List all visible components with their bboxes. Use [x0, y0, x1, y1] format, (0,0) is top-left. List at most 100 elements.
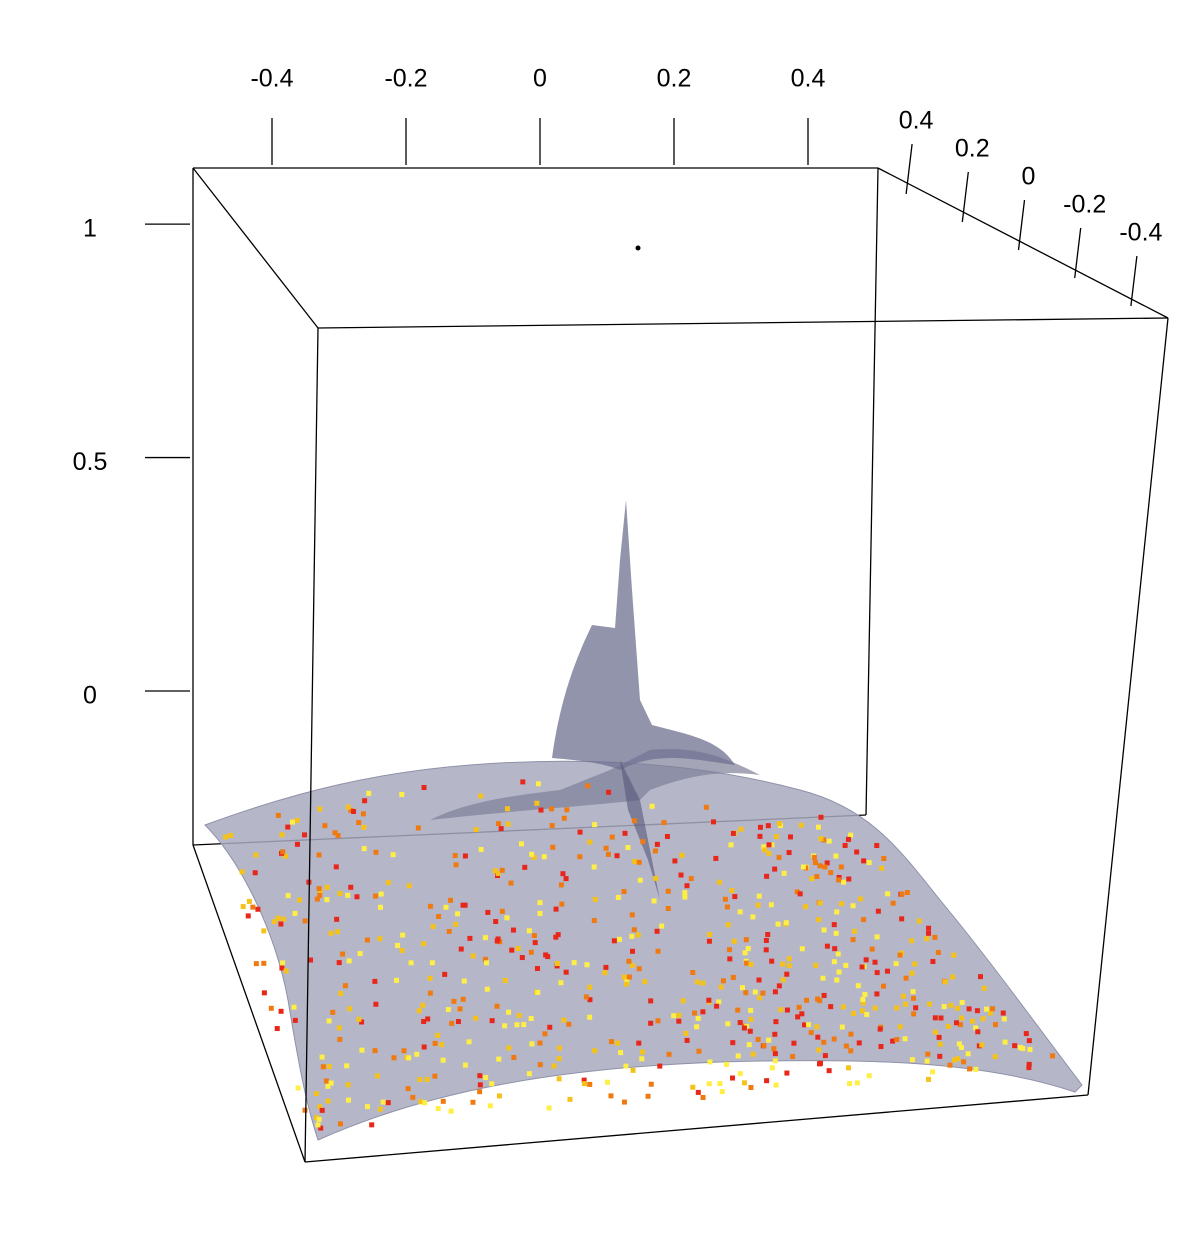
surface-point: [581, 1077, 587, 1083]
surface-point: [337, 1036, 343, 1042]
surface-point: [455, 911, 461, 917]
surface-point: [316, 886, 322, 892]
surface-point: [528, 949, 534, 955]
surface-point: [421, 785, 427, 791]
surface-point: [427, 990, 433, 996]
surface-point: [937, 1053, 943, 1059]
surface-point: [755, 1036, 761, 1042]
surface-point: [803, 904, 809, 910]
surface-point: [682, 890, 688, 896]
surface-point: [302, 832, 308, 838]
surface-point: [604, 1079, 610, 1085]
surface-point: [695, 1089, 701, 1095]
surface-point: [319, 1107, 325, 1113]
surface-point: [581, 1081, 587, 1087]
surface-point: [821, 992, 827, 998]
surface-point: [496, 1056, 502, 1062]
surface-point: [279, 965, 285, 971]
surface-point: [866, 1073, 872, 1079]
surface-point: [648, 1081, 654, 1087]
surface-point: [325, 1083, 331, 1089]
surface-point: [499, 867, 505, 873]
surface-point: [682, 894, 688, 900]
surface-point: [874, 991, 880, 997]
surface-point: [717, 1080, 723, 1086]
surface-point: [577, 854, 583, 860]
surface-point: [877, 1026, 883, 1032]
surface-point: [418, 1099, 424, 1105]
surface-point: [912, 961, 918, 967]
surface-point: [846, 1065, 852, 1071]
surface-point: [850, 903, 856, 909]
surface-point: [932, 934, 938, 940]
surface-point: [692, 1010, 698, 1016]
y-tick: [961, 171, 969, 223]
surface-point: [453, 862, 459, 868]
surface-point: [317, 1104, 323, 1110]
surface-point: [440, 1098, 446, 1104]
surface-point: [400, 932, 406, 938]
surface-point: [846, 1081, 852, 1087]
surface-point: [360, 811, 366, 817]
surface-point: [730, 830, 736, 836]
surface-point: [725, 922, 731, 928]
surface-point: [477, 1089, 483, 1095]
surface-point: [246, 898, 252, 904]
surface-point: [730, 1075, 736, 1081]
surface-point: [356, 1016, 362, 1022]
surface-point: [756, 977, 762, 983]
surface-point: [961, 1059, 967, 1065]
surface-point: [725, 1021, 731, 1027]
surface-point: [442, 971, 448, 977]
surface-point: [560, 871, 566, 877]
surface-point: [762, 847, 768, 853]
surface-point: [515, 946, 521, 952]
surface-point: [879, 865, 885, 871]
surface-point: [958, 1044, 964, 1050]
surface-point: [385, 880, 391, 886]
surface-point: [845, 836, 851, 842]
surface-point: [499, 908, 505, 914]
surface-point: [359, 1019, 365, 1025]
surface-point: [460, 996, 466, 1002]
surface-point: [815, 996, 821, 1002]
surface-point: [369, 1122, 375, 1128]
surface-point: [880, 983, 886, 989]
surface-point: [742, 950, 748, 956]
surface-point: [836, 969, 842, 975]
surface-point: [621, 889, 627, 895]
surface-point: [361, 824, 367, 830]
surface-point: [541, 854, 547, 860]
surface-point: [760, 990, 766, 996]
surface-point: [980, 1016, 986, 1022]
surface-point: [478, 793, 484, 799]
surface-point: [718, 984, 724, 990]
surface-point: [372, 978, 378, 984]
surface-point: [856, 1040, 862, 1046]
surface-point: [911, 995, 917, 1001]
surface-point: [861, 917, 867, 923]
surface-point: [863, 957, 869, 963]
surface-point: [748, 1016, 754, 1022]
surface-point: [362, 798, 368, 804]
surface-point: [926, 930, 932, 936]
surface-point: [522, 864, 528, 870]
surface-point: [537, 1040, 543, 1046]
surface-point: [911, 1011, 917, 1017]
surface-point: [781, 870, 787, 876]
surface-point: [429, 960, 435, 966]
y-tick: [1130, 255, 1138, 307]
surface-point: [563, 969, 569, 975]
surface-point: [405, 1086, 411, 1092]
surface-point: [822, 1053, 828, 1059]
surface-point: [285, 893, 291, 899]
surface-point: [408, 960, 414, 966]
surface-point: [772, 1051, 778, 1057]
point: [635, 245, 641, 251]
surface-point: [786, 850, 792, 856]
surface-point: [959, 999, 965, 1005]
surface-point: [626, 974, 632, 980]
surface-point: [639, 1056, 645, 1062]
surface-point: [764, 1078, 770, 1084]
